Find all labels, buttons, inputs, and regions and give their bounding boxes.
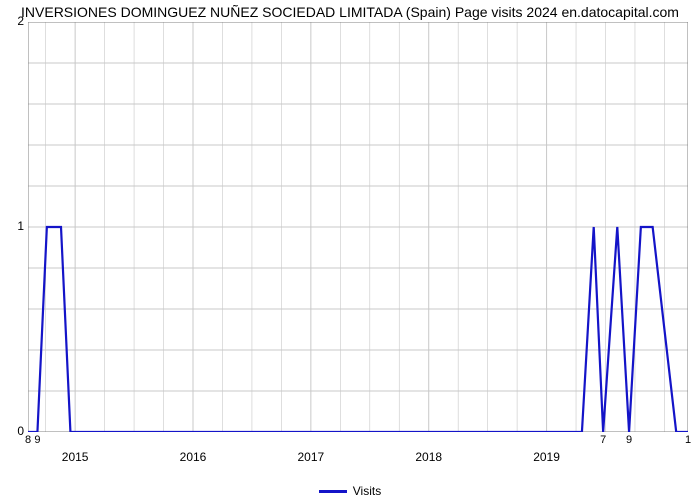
point-label: 7 (600, 434, 606, 446)
x-tick-label: 2019 (533, 450, 560, 464)
point-label: 1 (685, 434, 691, 446)
y-tick-label: 2 (6, 14, 24, 28)
x-tick-label: 2018 (415, 450, 442, 464)
y-tick-label: 0 (6, 424, 24, 438)
plot-area (28, 22, 688, 432)
legend: Visits (0, 484, 700, 498)
x-tick-label: 2017 (297, 450, 324, 464)
x-tick-label: 2015 (62, 450, 89, 464)
x-tick-label: 2016 (180, 450, 207, 464)
plot-svg (28, 22, 688, 432)
y-tick-label: 1 (6, 219, 24, 233)
point-label: 9 (626, 434, 632, 446)
point-label: 9 (34, 434, 40, 446)
legend-swatch (319, 490, 347, 493)
legend-label: Visits (353, 484, 381, 498)
visits-chart: INVERSIONES DOMINGUEZ NUÑEZ SOCIEDAD LIM… (0, 0, 700, 500)
point-label: 8 (25, 434, 31, 446)
chart-title: INVERSIONES DOMINGUEZ NUÑEZ SOCIEDAD LIM… (0, 4, 700, 20)
